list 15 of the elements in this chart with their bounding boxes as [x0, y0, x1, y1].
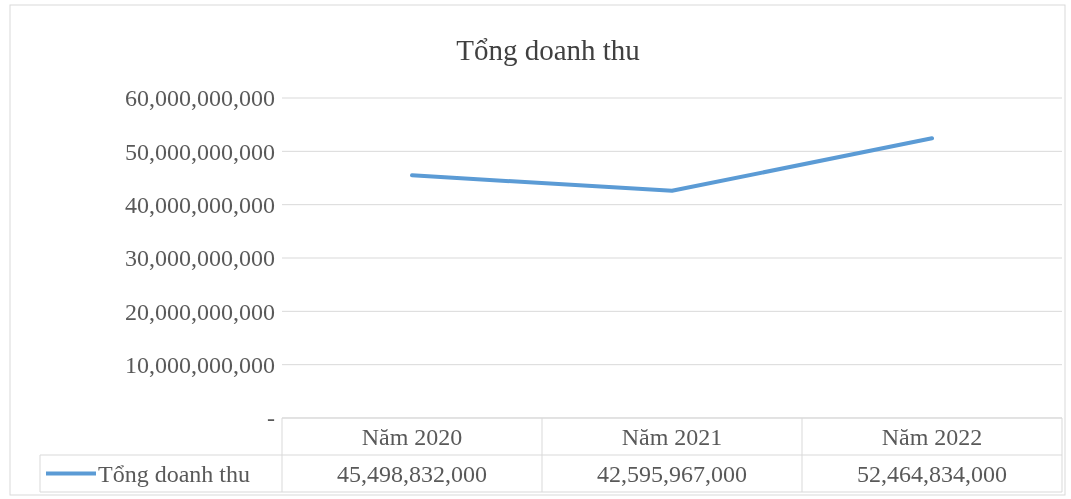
- y-tick-label: 30,000,000,000: [125, 245, 275, 272]
- y-tick-label: 60,000,000,000: [125, 85, 275, 112]
- chart-title: Tổng doanh thu: [456, 34, 640, 66]
- y-tick-label: 40,000,000,000: [125, 192, 275, 219]
- x-tick-label: Năm 2022: [881, 423, 983, 450]
- y-tick-label: 50,000,000,000: [125, 138, 275, 165]
- y-tick-label: 10,000,000,000: [125, 352, 275, 379]
- x-tick-label: Năm 2021: [621, 423, 723, 450]
- y-tick-label: -: [267, 405, 275, 432]
- x-tick-label: Năm 2020: [361, 423, 463, 450]
- y-tick-label: 20,000,000,000: [125, 298, 275, 325]
- data-label: 52,464,834,000: [857, 460, 1007, 487]
- data-label: 42,595,967,000: [597, 460, 747, 487]
- legend-label: Tổng doanh thu: [98, 460, 250, 487]
- data-label: 45,498,832,000: [337, 460, 487, 487]
